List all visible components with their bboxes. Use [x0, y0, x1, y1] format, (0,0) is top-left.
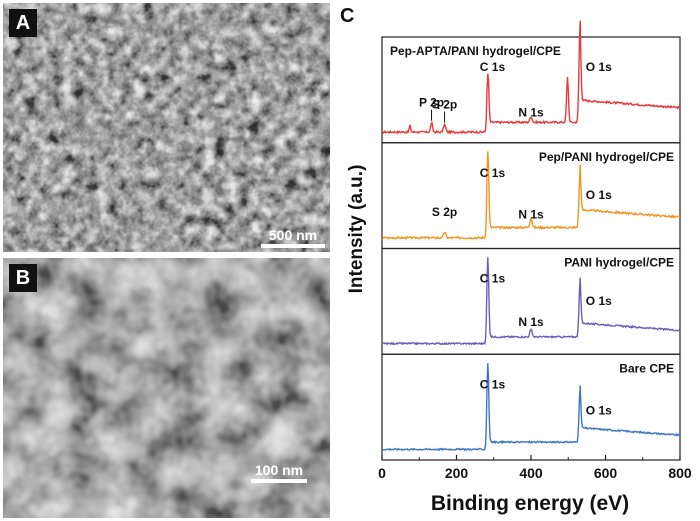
panel-label-b: B	[9, 264, 37, 292]
scale-bar-line-a	[261, 244, 325, 248]
peak-label: S 2p	[432, 205, 457, 219]
series-label: PANI hydrogel/CPE	[564, 256, 674, 270]
sem-texture-a	[3, 3, 330, 252]
peak-label: P 2p	[419, 96, 444, 110]
sem-image-a: A 500 nm	[3, 3, 330, 252]
spectrum-line	[381, 257, 681, 346]
sem-texture-b	[3, 258, 330, 518]
scale-label-a: 500 nm	[268, 227, 318, 243]
peak-label: O 1s	[586, 188, 612, 202]
x-tick-label: 400	[519, 465, 543, 481]
peak-label: O 1s	[586, 403, 612, 417]
x-tick-label: 200	[445, 465, 469, 481]
peak-label: O 1s	[586, 294, 612, 308]
x-axis-label: Binding energy (eV)	[431, 492, 629, 515]
panel-label-a: A	[9, 9, 37, 37]
peak-label: N 1s	[518, 207, 544, 221]
spectrum-line	[381, 363, 681, 452]
series-label: Pep-APTA/PANI hydrogel/CPE	[390, 44, 561, 58]
scale-bar-line-b	[251, 479, 307, 483]
series-label: Bare CPE	[619, 361, 674, 375]
peak-label: N 1s	[518, 315, 544, 329]
y-axis-label: Intensity (a.u.)	[346, 165, 367, 294]
panel-label-c: C	[340, 5, 354, 27]
sem-image-b: B 100 nm	[3, 258, 330, 518]
scale-bar-a: 500 nm	[261, 227, 325, 248]
x-tick-label: 800	[668, 465, 692, 481]
peak-label: S 2p	[432, 98, 457, 112]
x-tick-label: 0	[378, 465, 386, 481]
series-label: Pep/PANI hydrogel/CPE	[539, 150, 674, 164]
peak-label: C 1s	[480, 60, 506, 74]
peak-label: C 1s	[480, 272, 506, 286]
scale-label-b: 100 nm	[254, 462, 304, 478]
peak-label: N 1s	[518, 105, 544, 119]
spectrum-line	[381, 151, 681, 240]
x-tick-label: 600	[594, 465, 618, 481]
peak-label: C 1s	[480, 166, 506, 180]
peak-label: C 1s	[480, 377, 506, 391]
scale-bar-b: 100 nm	[251, 462, 307, 483]
peak-label: O 1s	[586, 60, 612, 74]
spectrum-line	[382, 20, 681, 135]
